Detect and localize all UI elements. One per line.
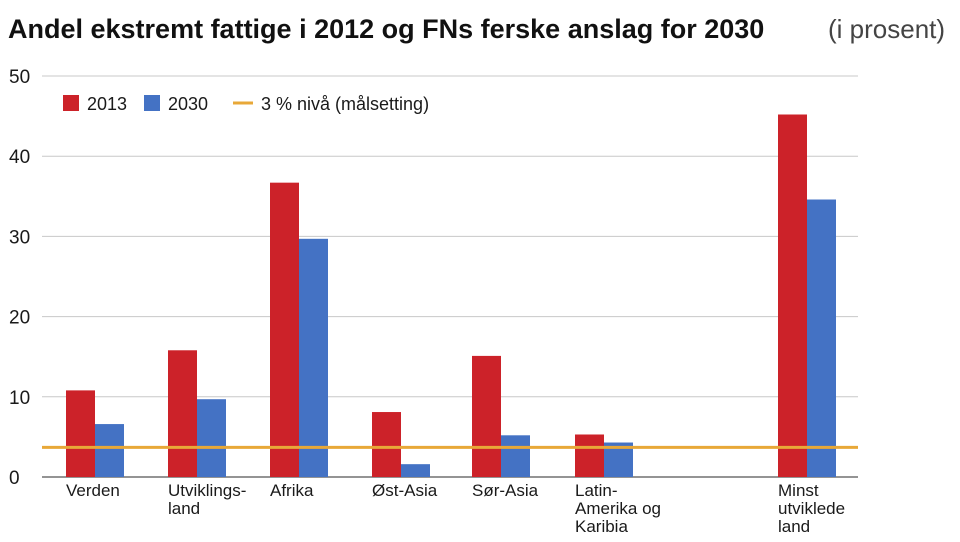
y-tick-label: 40 bbox=[9, 147, 30, 168]
bar-2030 bbox=[197, 399, 226, 477]
category-label: Sør-Asia bbox=[472, 481, 539, 500]
bars bbox=[66, 114, 836, 477]
bar-2013 bbox=[575, 434, 604, 477]
bar-2013 bbox=[66, 390, 95, 477]
y-tick-label: 30 bbox=[9, 227, 30, 248]
category-label: Verden bbox=[66, 481, 120, 500]
bar-2013 bbox=[168, 350, 197, 477]
bar-2030 bbox=[807, 199, 836, 477]
chart-subtitle: (i prosent) bbox=[828, 14, 945, 44]
gridlines bbox=[42, 75, 858, 478]
bar-2030 bbox=[95, 424, 124, 477]
legend: 2013 2030 3 % nivå (målsetting) bbox=[63, 94, 429, 114]
legend-swatch bbox=[63, 95, 79, 111]
legend-label: 2013 bbox=[87, 94, 127, 114]
bar-2013 bbox=[472, 355, 501, 477]
legend-label: 2030 bbox=[168, 94, 208, 114]
bar-2030 bbox=[401, 464, 430, 477]
chart-title: Andel ekstremt fattige i 2012 og FNs fer… bbox=[8, 14, 764, 44]
x-axis-labels: Verden Utviklings-land Afrika Øst-Asia Sør-A… bbox=[66, 481, 845, 536]
y-tick-label: 10 bbox=[9, 388, 30, 409]
bar-2030 bbox=[299, 238, 328, 477]
bar-2013 bbox=[372, 412, 401, 477]
category-label: Øst-Asia bbox=[372, 481, 438, 500]
category-label: Minst utviklede land bbox=[778, 481, 845, 536]
category-label: Utviklings-land bbox=[168, 481, 246, 518]
category-label: Latin-Amerika og Karibia bbox=[575, 481, 661, 536]
y-axis-ticks: 0 10 20 30 40 50 bbox=[9, 67, 30, 489]
y-tick-label: 50 bbox=[9, 67, 30, 88]
y-tick-label: 20 bbox=[9, 308, 30, 329]
y-tick-label: 0 bbox=[9, 468, 20, 489]
bar-2013 bbox=[270, 182, 299, 477]
bar-2013 bbox=[778, 114, 807, 477]
category-label: Afrika bbox=[270, 481, 314, 500]
legend-swatch bbox=[144, 95, 160, 111]
bar-2030 bbox=[501, 435, 530, 477]
legend-label: 3 % nivå (målsetting) bbox=[261, 94, 429, 114]
